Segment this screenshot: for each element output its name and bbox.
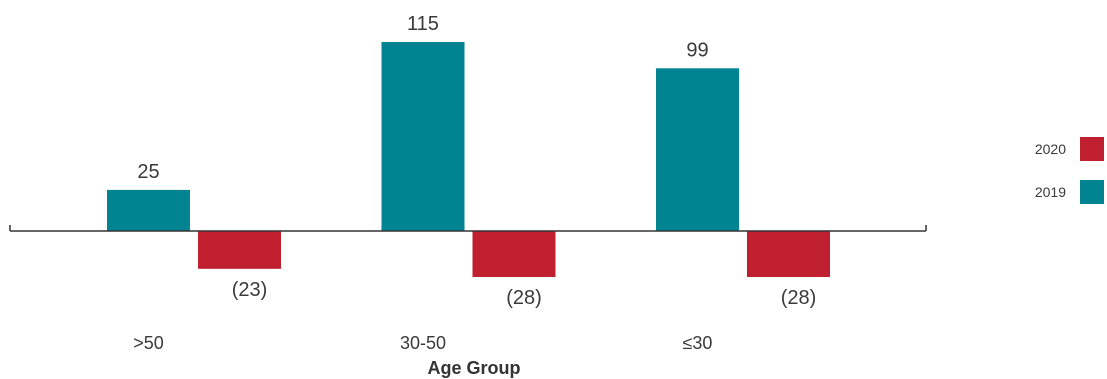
legend: 2020 2019: [1035, 137, 1104, 204]
data-label-2019-0: 25: [137, 161, 159, 183]
legend-swatch-2020: [1080, 137, 1104, 161]
data-label-2019-2: 99: [686, 39, 708, 61]
category-label-1: 30-50: [400, 333, 446, 353]
category-labels-group: >50 30-50 ≤30: [133, 333, 712, 353]
bar-2020-2: [747, 231, 830, 278]
data-label-2020-1: (28): [506, 287, 542, 309]
legend-label-2019: 2019: [1035, 184, 1066, 200]
bar-2020-1: [472, 231, 556, 278]
bars-group: [107, 42, 830, 278]
data-label-2020-2: (28): [781, 287, 817, 309]
bar-2019-2: [656, 68, 739, 231]
data-label-2019-1: 115: [407, 13, 439, 35]
x-axis-title: Age Group: [428, 358, 521, 378]
data-labels-group: 25 (23) 115 (28) 99 (28): [137, 13, 816, 309]
data-label-2020-0: (23): [232, 279, 268, 301]
bar-2019-1: [381, 42, 465, 231]
category-label-2: ≤30: [683, 333, 713, 353]
bar-2019-0: [107, 189, 190, 231]
legend-swatch-2019: [1080, 180, 1104, 204]
category-label-0: >50: [133, 333, 164, 353]
bar-2020-0: [198, 231, 281, 269]
legend-label-2020: 2020: [1035, 141, 1066, 157]
